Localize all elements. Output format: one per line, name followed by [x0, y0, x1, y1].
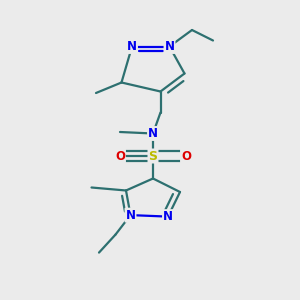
Text: N: N [125, 208, 136, 222]
Text: S: S [148, 149, 158, 163]
Text: N: N [127, 40, 137, 53]
Text: N: N [164, 40, 175, 53]
Text: O: O [181, 149, 191, 163]
Text: O: O [115, 149, 125, 163]
Text: N: N [163, 210, 173, 223]
Text: N: N [148, 127, 158, 140]
